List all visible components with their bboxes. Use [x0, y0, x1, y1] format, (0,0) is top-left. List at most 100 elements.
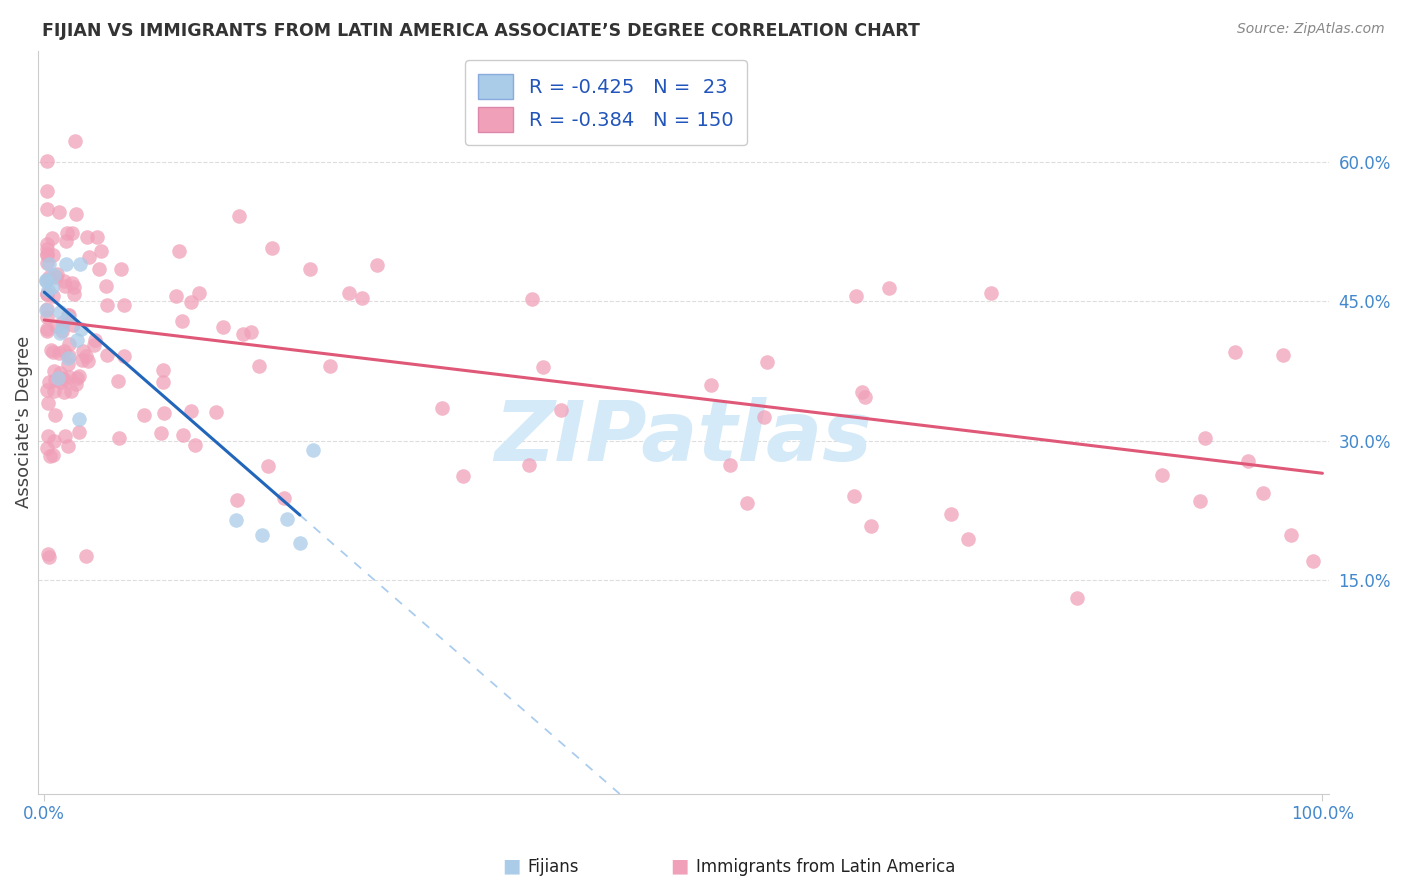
Text: Fijians: Fijians	[527, 858, 579, 876]
Point	[273, 491, 295, 505]
Point	[51, 320, 73, 334]
Point	[1237, 454, 1260, 468]
Point	[150, 425, 173, 440]
Point	[76, 229, 98, 244]
Point	[211, 319, 233, 334]
Point	[52, 385, 75, 400]
Text: Source: ZipAtlas.com: Source: ZipAtlas.com	[1237, 22, 1385, 37]
Text: ZIPatlas: ZIPatlas	[495, 397, 872, 477]
Point	[700, 378, 723, 392]
Point	[42, 268, 65, 282]
Point	[35, 274, 58, 288]
Point	[48, 366, 70, 380]
Point	[58, 369, 80, 384]
Point	[35, 383, 58, 397]
Point	[531, 360, 554, 375]
Point	[58, 439, 80, 453]
Point	[859, 519, 882, 533]
Point	[35, 272, 58, 286]
Point	[72, 343, 94, 358]
Point	[45, 319, 67, 334]
Point	[1302, 554, 1324, 568]
Point	[366, 258, 388, 272]
Point	[45, 269, 67, 284]
Point	[1194, 431, 1216, 445]
Point	[52, 372, 75, 386]
Point	[48, 346, 70, 360]
Text: Immigrants from Latin America: Immigrants from Latin America	[696, 858, 955, 876]
Point	[56, 351, 79, 366]
Point	[188, 285, 211, 300]
Point	[37, 287, 59, 301]
Point	[41, 231, 63, 245]
Point	[107, 374, 129, 388]
Point	[180, 295, 202, 310]
Point	[1279, 528, 1302, 542]
Point	[352, 291, 374, 305]
Point	[298, 261, 321, 276]
Point	[60, 227, 83, 241]
Point	[845, 289, 868, 303]
Point	[60, 384, 83, 398]
Point	[35, 442, 58, 456]
Point	[58, 349, 80, 363]
Point	[77, 250, 100, 264]
Point	[49, 375, 72, 389]
Point	[62, 318, 84, 332]
Point	[288, 536, 311, 550]
Point	[39, 449, 62, 463]
Point	[42, 289, 65, 303]
Point	[132, 408, 155, 422]
Point	[1189, 494, 1212, 508]
Point	[45, 267, 67, 281]
Point	[37, 429, 59, 443]
Point	[165, 289, 187, 303]
Y-axis label: Associate's Degree: Associate's Degree	[15, 336, 32, 508]
Point	[260, 242, 283, 256]
Point	[83, 338, 105, 352]
Point	[877, 280, 900, 294]
Point	[69, 322, 91, 336]
Point	[35, 287, 58, 301]
Point	[35, 154, 58, 169]
Point	[112, 298, 135, 312]
Text: ■: ■	[671, 857, 689, 876]
Point	[63, 134, 86, 148]
Point	[842, 489, 865, 503]
Point	[35, 322, 58, 336]
Point	[180, 404, 202, 418]
Point	[60, 277, 83, 291]
Point	[51, 370, 73, 384]
Point	[65, 207, 87, 221]
Point	[752, 410, 775, 425]
Point	[65, 377, 87, 392]
Point	[42, 345, 65, 359]
Point	[42, 434, 65, 448]
Point	[89, 262, 111, 277]
Point	[114, 349, 136, 363]
Point	[1251, 486, 1274, 500]
Point	[38, 269, 60, 284]
Point	[53, 428, 76, 442]
Point	[42, 384, 65, 398]
Point	[339, 285, 361, 300]
Point	[34, 272, 56, 286]
Point	[205, 405, 228, 419]
Point	[84, 333, 107, 347]
Point	[256, 459, 278, 474]
Point	[63, 287, 86, 301]
Text: ■: ■	[502, 857, 520, 876]
Point	[718, 458, 741, 472]
Point	[319, 359, 342, 373]
Point	[1066, 591, 1088, 605]
Point	[522, 293, 544, 307]
Point	[39, 343, 62, 358]
Point	[52, 344, 75, 359]
Point	[48, 205, 70, 219]
Point	[49, 326, 72, 340]
Point	[247, 359, 270, 373]
Point	[35, 324, 58, 338]
Point	[240, 325, 263, 339]
Legend: R = -0.425   N =  23, R = -0.384   N = 150: R = -0.425 N = 23, R = -0.384 N = 150	[464, 61, 747, 145]
Text: FIJIAN VS IMMIGRANTS FROM LATIN AMERICA ASSOCIATE’S DEGREE CORRELATION CHART: FIJIAN VS IMMIGRANTS FROM LATIN AMERICA …	[42, 22, 920, 40]
